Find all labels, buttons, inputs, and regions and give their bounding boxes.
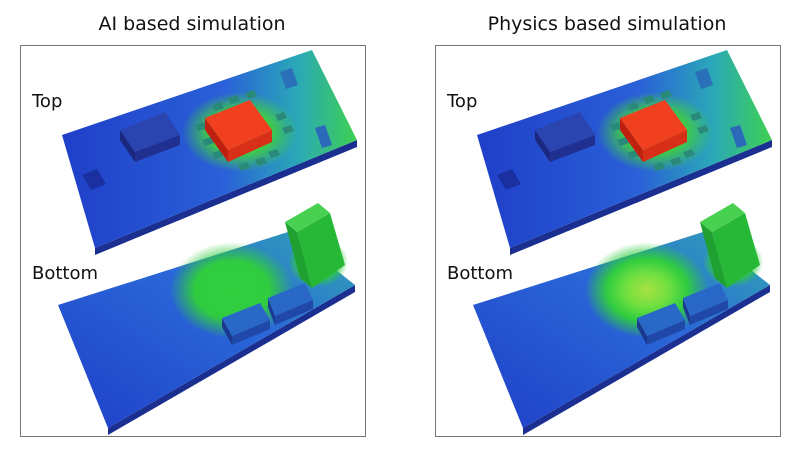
pad (228, 95, 240, 104)
board-side (523, 285, 770, 435)
panel-title: AI based simulation (98, 13, 285, 35)
pad (275, 112, 287, 121)
box-side (637, 318, 647, 345)
box-top (268, 283, 313, 316)
pad (653, 162, 665, 171)
pad (670, 157, 682, 166)
pad (245, 90, 257, 99)
pad (212, 102, 224, 111)
box-top (222, 303, 270, 336)
small-box (315, 125, 332, 148)
small-box (730, 125, 747, 148)
box-side (550, 135, 595, 162)
tall-box-top (285, 203, 330, 232)
pad (202, 137, 214, 146)
chip-top (620, 100, 687, 150)
board-side (95, 140, 357, 255)
box-side (690, 300, 728, 325)
chip-front (205, 118, 228, 162)
tall-box-top (700, 203, 745, 232)
small-box (82, 169, 106, 190)
pad (195, 122, 207, 131)
small-box (695, 68, 713, 89)
box-top (683, 283, 728, 316)
box-side (120, 130, 135, 162)
pad (255, 157, 267, 166)
pad (282, 125, 294, 134)
box-top (120, 112, 180, 152)
panel: Physics based simulation Top Bottom (435, 13, 781, 437)
box-side (647, 320, 685, 345)
panel-frame (435, 45, 781, 437)
box-side (683, 298, 690, 325)
small-box (497, 169, 521, 190)
pad (690, 112, 702, 121)
bottom-label: Bottom (447, 263, 513, 284)
box-top (637, 303, 685, 336)
chip-side (643, 130, 687, 162)
pad (660, 90, 672, 99)
pad (643, 95, 655, 104)
board-side (510, 140, 772, 255)
tall-box-left (285, 222, 312, 288)
box-side (135, 135, 180, 162)
small-box (280, 68, 298, 89)
top-label: Top (31, 91, 62, 112)
box-side (268, 298, 275, 325)
box-side (232, 320, 270, 345)
panel-frame (20, 45, 366, 437)
chip-side (228, 130, 272, 162)
tall-box-right (297, 213, 345, 288)
pad (627, 102, 639, 111)
box-side (222, 318, 232, 345)
panel-title: Physics based simulation (488, 13, 727, 35)
box-side (275, 300, 313, 325)
chip-top (205, 100, 272, 150)
tall-box-left (700, 222, 727, 288)
pad (617, 137, 629, 146)
box-side (535, 130, 550, 162)
board-side (108, 285, 355, 435)
pad (268, 149, 280, 158)
bottom-label: Bottom (32, 263, 98, 284)
panel: AI based simulation Top Bottom (20, 13, 366, 437)
pad (610, 122, 622, 131)
top-label: Top (446, 91, 477, 112)
chip-front (620, 118, 643, 162)
pad (238, 162, 250, 171)
box-top (535, 112, 595, 152)
pad (683, 149, 695, 158)
pad (697, 125, 709, 134)
tall-box-right (712, 213, 760, 288)
